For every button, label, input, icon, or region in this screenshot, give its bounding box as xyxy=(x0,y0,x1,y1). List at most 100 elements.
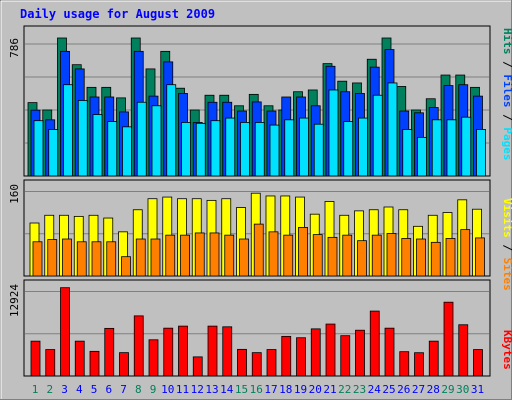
bar-pages-day-24 xyxy=(372,94,383,177)
x-tick-label: 2 xyxy=(46,383,53,396)
bar-pages-day-26 xyxy=(402,129,413,177)
x-tick-label: 3 xyxy=(61,383,68,396)
x-tick-label: 22 xyxy=(338,383,351,396)
legend-files: Files xyxy=(501,74,512,107)
x-tick-label: 9 xyxy=(150,383,157,396)
bar-sites-day-8 xyxy=(135,238,146,277)
bar-kbytes-day-19 xyxy=(296,337,306,377)
bar-kbytes-day-11 xyxy=(178,325,188,377)
legend-visits: Visits xyxy=(501,198,512,238)
bar-pages-day-23 xyxy=(358,117,368,177)
bar-sites-day-4 xyxy=(76,241,87,277)
bar-pages-day-5 xyxy=(92,114,103,177)
chart-title: Daily usage for August 2009 xyxy=(20,7,215,21)
bar-sites-day-2 xyxy=(47,239,58,277)
bar-pages-day-15 xyxy=(240,122,250,177)
x-tick-label: 30 xyxy=(456,383,469,396)
bar-kbytes-day-17 xyxy=(266,349,277,377)
bar-kbytes-day-24 xyxy=(369,310,380,377)
bar-kbytes-day-25 xyxy=(384,327,395,377)
bar-pages-day-3 xyxy=(63,84,73,177)
x-tick-label: 12 xyxy=(191,383,204,396)
bar-pages-day-13 xyxy=(210,120,221,177)
legend-top: Hits / Files / Pages xyxy=(501,28,512,161)
x-tick-label: 28 xyxy=(427,383,440,396)
legend-kbytes: KBytes xyxy=(501,330,512,370)
bar-sites-day-30 xyxy=(460,229,471,277)
bar-sites-day-7 xyxy=(121,256,131,277)
bar-pages-day-16 xyxy=(254,122,265,177)
legend-bottom: KBytes xyxy=(501,330,512,370)
bar-sites-day-15 xyxy=(239,238,249,277)
bar-kbytes-day-9 xyxy=(148,339,159,377)
bar-sites-day-23 xyxy=(357,240,367,277)
bar-pages-day-14 xyxy=(225,117,236,177)
x-tick-label: 26 xyxy=(397,383,410,396)
bar-sites-day-11 xyxy=(180,234,190,277)
bar-kbytes-day-27 xyxy=(414,352,424,377)
bar-pages-day-27 xyxy=(417,136,427,177)
x-tick-label: 21 xyxy=(323,383,336,396)
bar-sites-day-26 xyxy=(401,238,412,277)
bar-kbytes-day-15 xyxy=(237,348,247,377)
bar-sites-day-1 xyxy=(32,241,43,277)
bar-sites-day-22 xyxy=(342,234,353,277)
x-tick-label: 8 xyxy=(135,383,142,396)
bar-kbytes-day-30 xyxy=(458,324,469,377)
bar-pages-day-25 xyxy=(387,82,398,177)
legend-pages: Pages xyxy=(501,127,512,160)
x-tick-label: 1 xyxy=(32,383,39,396)
bar-kbytes-day-28 xyxy=(428,340,439,377)
bar-kbytes-day-4 xyxy=(74,340,85,377)
bar-pages-day-10 xyxy=(166,84,177,177)
x-tick-label: 27 xyxy=(412,383,425,396)
legend-middle: Visits / Sites xyxy=(501,198,512,291)
bar-pages-day-1 xyxy=(33,120,44,177)
bar-sites-day-10 xyxy=(165,234,176,277)
x-tick-label: 14 xyxy=(220,383,234,396)
bar-sites-day-13 xyxy=(209,232,220,277)
x-tick-label: 10 xyxy=(161,383,174,396)
x-tick-label: 16 xyxy=(250,383,263,396)
bar-kbytes-day-5 xyxy=(89,350,100,377)
x-tick-label: 31 xyxy=(471,383,484,396)
legend-hits: Hits xyxy=(501,28,512,55)
bar-kbytes-day-8 xyxy=(133,315,144,377)
bar-sites-day-21 xyxy=(327,236,338,277)
x-tick-label: 6 xyxy=(105,383,112,396)
bar-kbytes-day-7 xyxy=(119,352,129,377)
bar-pages-day-21 xyxy=(328,89,339,177)
bar-kbytes-day-6 xyxy=(104,327,115,377)
bar-sites-day-16 xyxy=(253,223,264,277)
bar-kbytes-day-23 xyxy=(355,329,365,377)
bar-pages-day-19 xyxy=(299,117,309,177)
bar-sites-day-20 xyxy=(312,234,323,277)
bar-kbytes-day-12 xyxy=(192,356,203,377)
bar-pages-day-22 xyxy=(343,121,354,177)
bar-pages-day-18 xyxy=(284,119,295,177)
bar-pages-day-11 xyxy=(181,122,191,177)
x-tick-label: 5 xyxy=(91,383,98,396)
bar-kbytes-day-18 xyxy=(281,335,292,377)
x-tick-label: 20 xyxy=(309,383,322,396)
x-tick-label: 13 xyxy=(205,383,218,396)
bar-kbytes-day-10 xyxy=(163,327,174,377)
bar-pages-day-2 xyxy=(48,129,59,177)
bar-sites-day-17 xyxy=(268,231,279,277)
x-tick-label: 19 xyxy=(294,383,307,396)
x-tick-label: 15 xyxy=(235,383,248,396)
bar-sites-day-6 xyxy=(106,241,117,277)
bar-sites-day-19 xyxy=(298,227,308,277)
legend-sites: Sites xyxy=(501,258,512,291)
x-tick-label: 18 xyxy=(279,383,292,396)
bar-sites-day-25 xyxy=(386,233,397,277)
bar-kbytes-day-3 xyxy=(60,287,70,377)
bar-pages-day-28 xyxy=(431,119,442,177)
x-tick-label: 29 xyxy=(441,383,454,396)
bar-kbytes-day-20 xyxy=(310,328,321,377)
bar-kbytes-day-16 xyxy=(251,352,262,377)
bar-sites-day-18 xyxy=(283,234,294,277)
bottom-ymax-label: 12924 xyxy=(8,284,21,317)
bar-sites-day-31 xyxy=(475,237,485,277)
